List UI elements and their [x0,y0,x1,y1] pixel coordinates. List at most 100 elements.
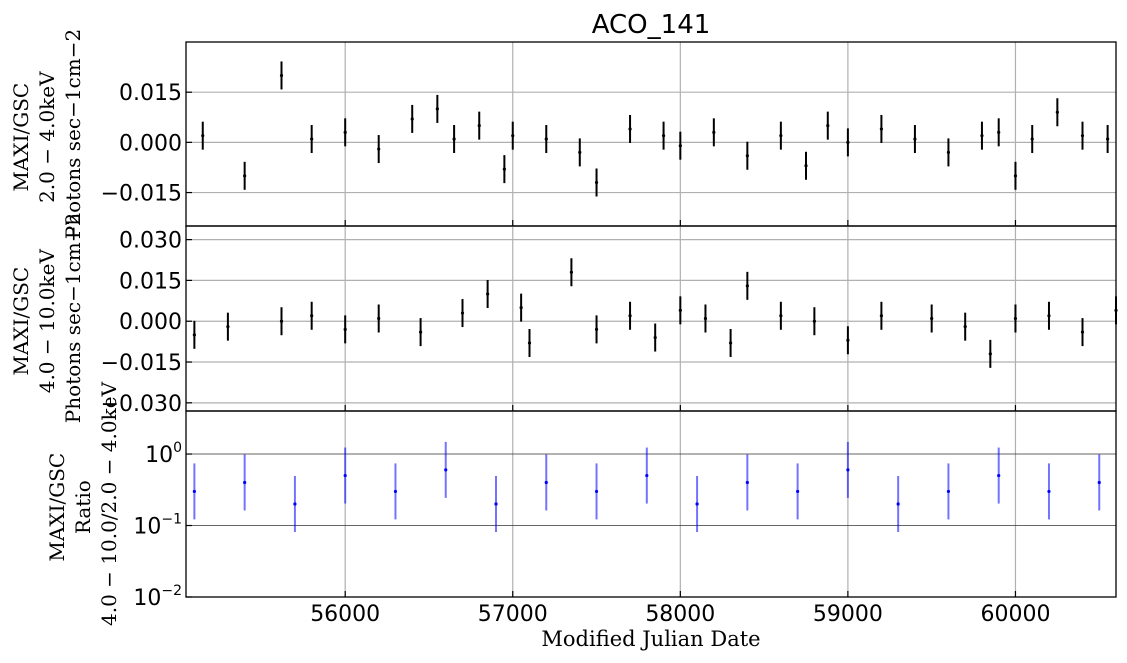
top-data-point [377,147,381,151]
bottom-panel: 10−2 10−1 100 56000 57000 58000 59000 60000 MA… [45,381,1117,651]
top-data-point [477,124,481,128]
top-data-point [1055,110,1059,114]
middle-data-point [988,352,992,356]
bottom-ytick-label: 10−2 [133,583,182,611]
middle-data-point [1080,330,1085,334]
top-ylabel-line2: 2.0 − 4.0keV [35,71,59,203]
bottom-panel-yticks: 10−2 10−1 100 [133,440,192,611]
middle-ylabel-line1: MAXI/GSC [9,267,33,376]
middle-data-point [460,311,465,315]
middle-ytick-label: −0.015 [101,351,182,376]
bottom-ytick-label: 10−1 [133,512,182,540]
top-data-point [511,134,515,138]
top-data-point [243,174,247,178]
top-data-point [661,134,666,138]
x-axis-label: Modified Julian Date [541,627,760,651]
top-ylabel-line1: MAXI/GSC [9,83,33,192]
top-data-point [678,144,682,148]
middle-data-point [343,327,347,331]
top-panel: −0.015 0.000 0.015 MAXI/GSC 2.0 − 4.0keV P… [9,29,1117,239]
top-panel-frame [185,41,1117,227]
middle-data-point [879,314,884,318]
middle-data-point [594,327,599,331]
top-ytick-label: −0.015 [101,182,182,207]
top-data-point [1106,137,1110,141]
middle-data-point [279,319,284,323]
bottom-data-point [1097,480,1101,485]
top-data-point [343,130,347,134]
top-data-point [435,107,439,111]
x-tick-label: 60000 [980,602,1050,627]
x-tick-label: 59000 [813,602,883,627]
top-data-point [712,130,716,134]
middle-data-point [418,330,423,334]
middle-data-point [930,316,934,321]
middle-data-point [519,306,523,310]
middle-data-point [812,319,816,323]
bottom-data-point [745,480,749,485]
middle-panel-ylabel: MAXI/GSC 4.0 − 10.0keV Photons sec−1cm−2 [9,213,85,423]
top-data-point [279,73,284,78]
bottom-panel-frame [185,410,1117,598]
bottom-ylabel-line2: Ratio [71,480,95,534]
middle-data-point [846,338,850,342]
top-data-point [201,134,205,138]
middle-data-point [1013,316,1018,321]
top-data-point [879,127,884,131]
top-data-point [594,180,599,185]
middle-data-point [779,314,783,318]
top-ytick-label: 0.015 [119,81,182,106]
top-data-point [1013,174,1018,178]
bottom-data-point [293,502,297,506]
middle-data-point [703,316,708,321]
bottom-data-point [444,468,448,472]
x-tick-label: 58000 [645,602,715,627]
top-data-point [310,137,314,141]
middle-ytick-label: 0.000 [119,310,182,335]
middle-data-point [963,325,967,329]
middle-panel-data [192,258,1118,368]
x-tick-label: 57000 [478,602,548,627]
middle-data-point [226,325,230,329]
top-data-point [804,164,808,168]
bottom-ytick-label: 100 [145,440,182,468]
middle-data-point [486,292,490,296]
middle-data-point [192,333,196,337]
top-data-point [846,140,850,144]
top-data-point [544,137,548,141]
top-panel-data [201,61,1110,197]
middle-data-point [377,316,381,321]
bottom-ylabel-line3: 4.0 − 10.0/2.0 − 4.0keV [97,381,121,626]
top-data-point [913,137,917,141]
middle-ylabel-line3: Photons sec−1cm−2 [61,213,85,423]
bottom-data-point [896,502,900,506]
middle-data-point [628,314,632,318]
middle-data-point [1047,314,1051,318]
top-ytick-label: 0.000 [119,131,182,156]
top-data-point [980,134,984,138]
bottom-data-point [1047,489,1051,494]
top-data-point [628,127,632,131]
top-panel-ylabel: MAXI/GSC 2.0 − 4.0keV Photons sec−1cm−2 [9,29,85,239]
top-data-point [826,124,830,128]
x-tick-label: 56000 [310,602,380,627]
middle-data-point [310,314,314,318]
bottom-data-point [192,489,196,494]
top-data-point [1080,134,1085,138]
bottom-data-point [695,502,699,506]
top-data-point [410,117,414,121]
middle-panel-frame [185,225,1117,412]
top-panel-yticks: −0.015 0.000 0.015 [101,81,192,207]
middle-panel: −0.030 −0.015 0.000 0.015 0.030 MAXI/GSC 4.0… [9,213,1118,423]
chart-title: ACO_141 [592,10,711,40]
bottom-data-point [243,480,247,485]
bottom-data-point [846,468,850,472]
bottom-panel-xticks: 56000 57000 58000 59000 60000 [310,602,1050,627]
bottom-data-point [544,480,548,485]
bottom-data-point [594,489,599,494]
bottom-panel-grid [186,411,1116,598]
bottom-data-point [494,502,498,506]
bottom-ylabel-line1: MAXI/GSC [45,453,69,562]
top-data-point [502,167,506,171]
bottom-data-point [645,473,649,478]
